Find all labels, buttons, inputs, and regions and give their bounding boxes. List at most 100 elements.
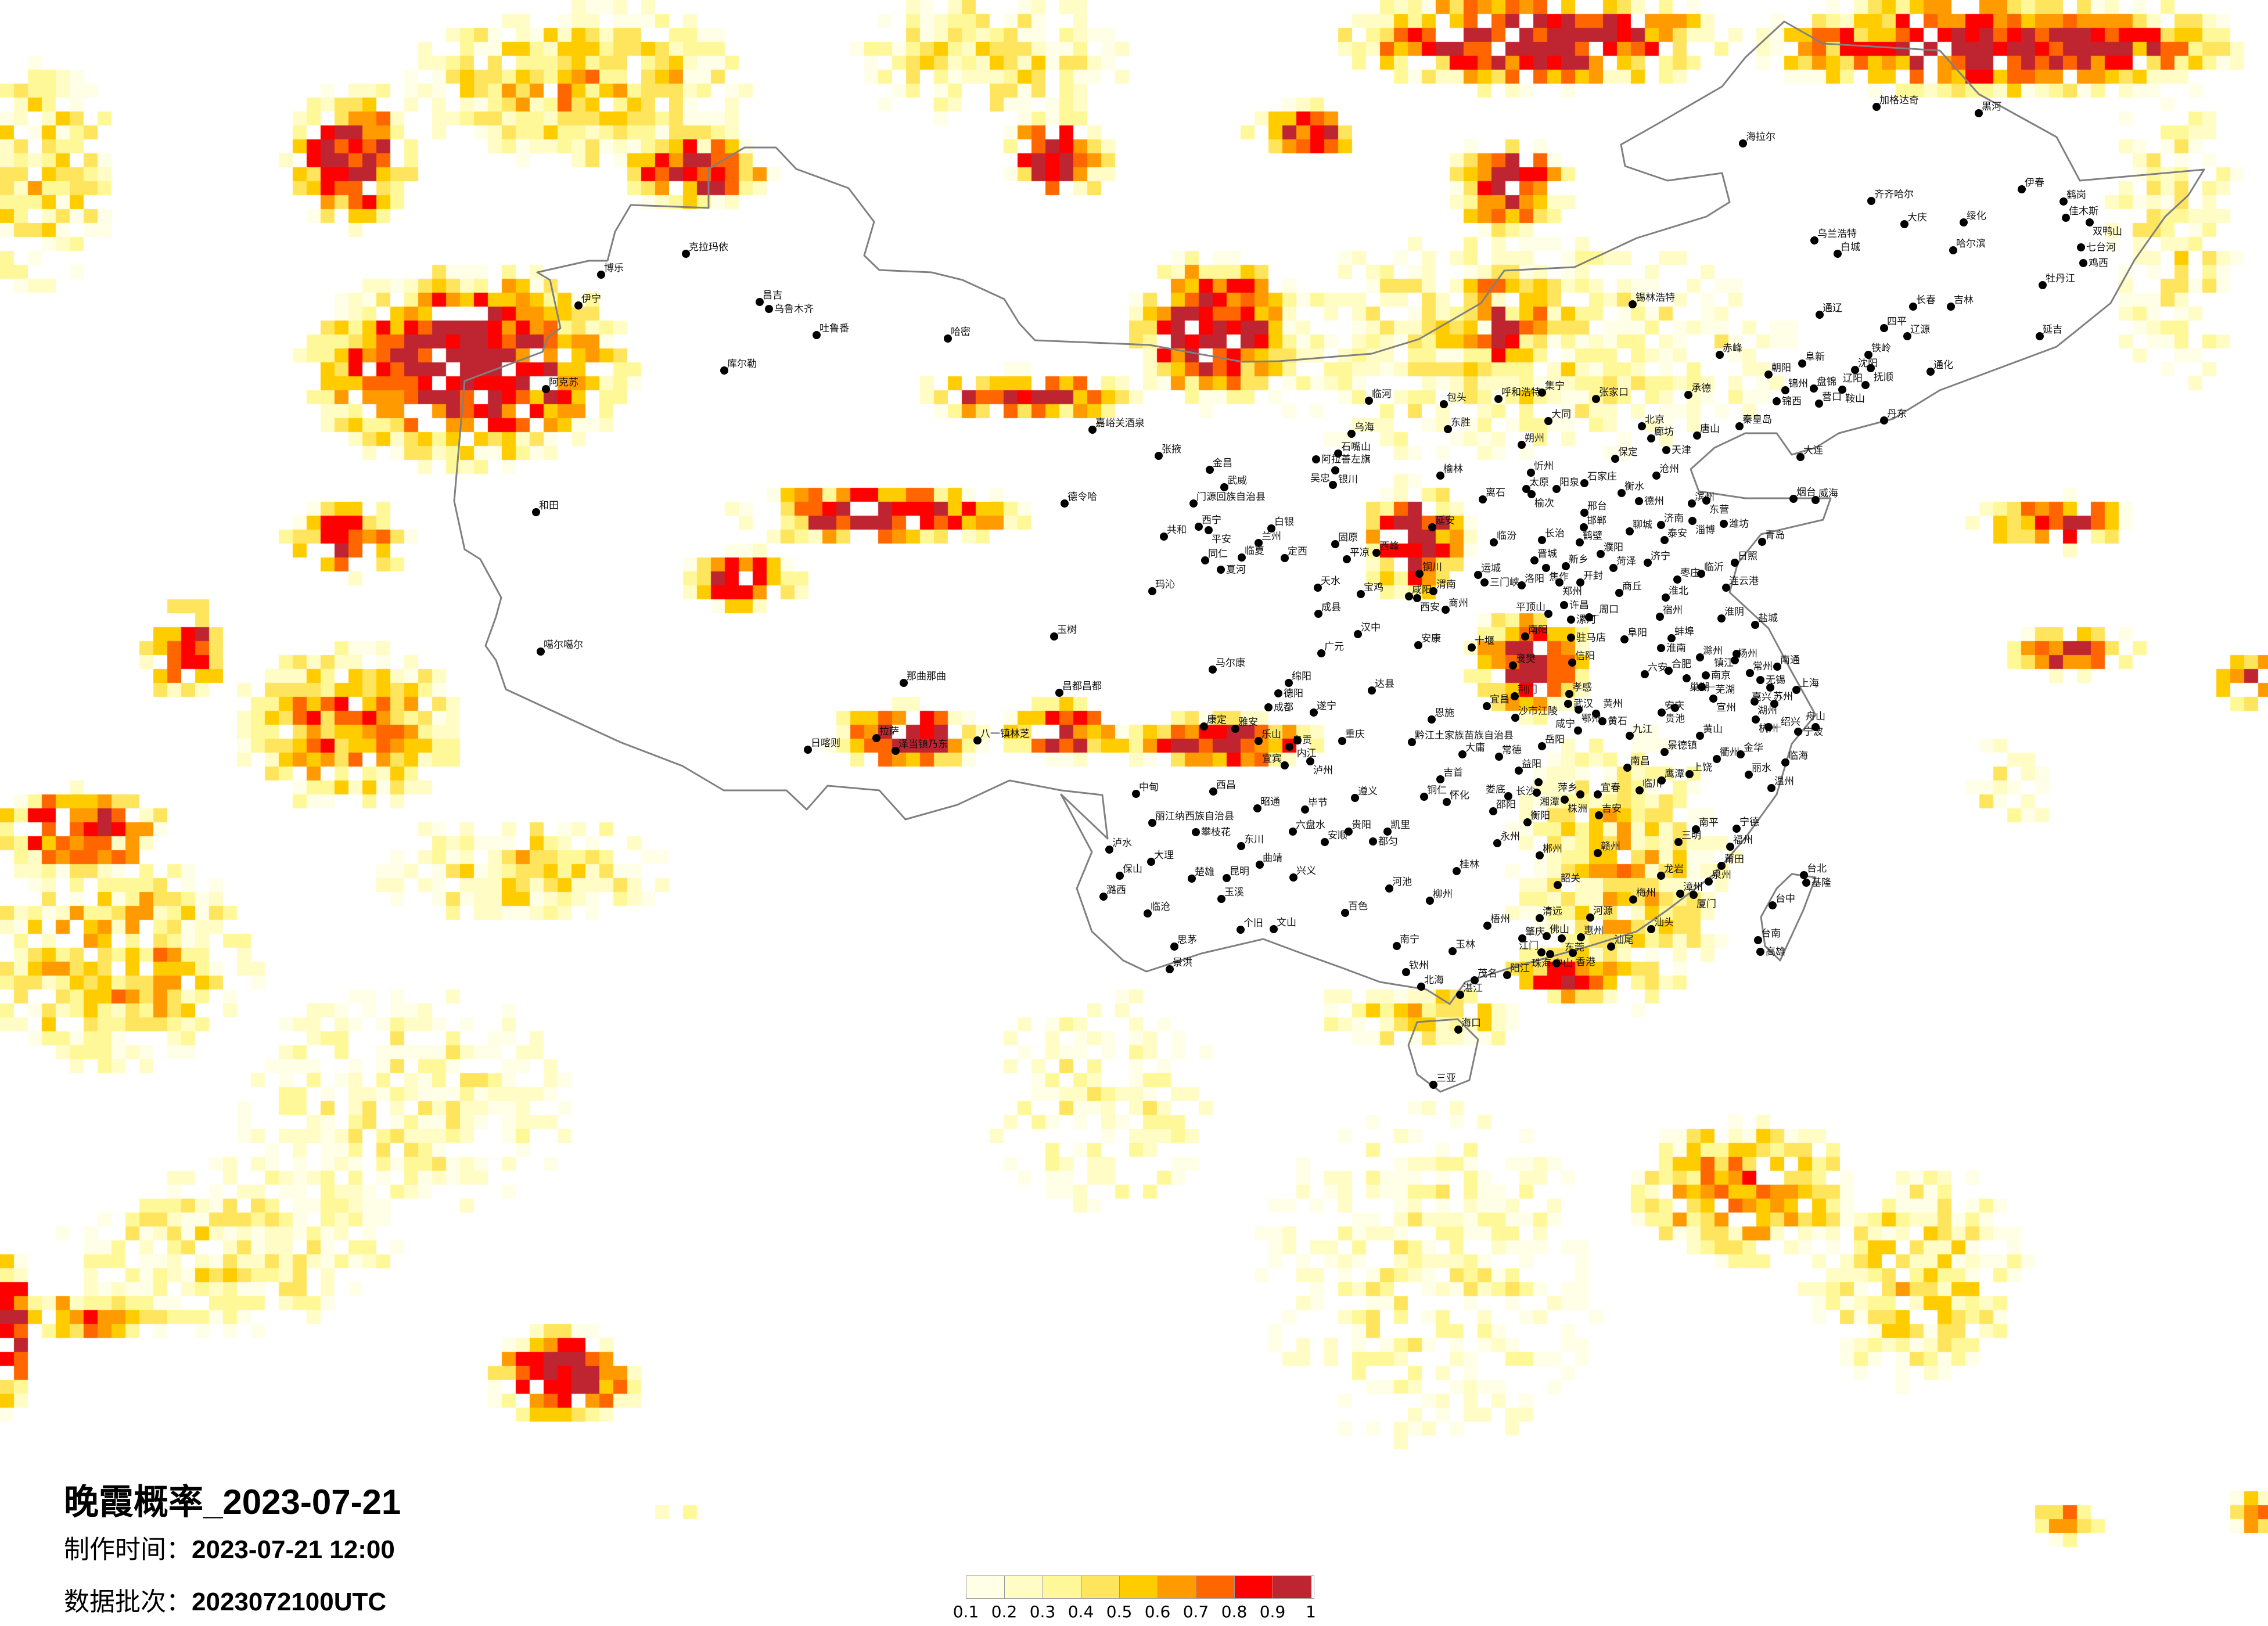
city-label: 攀枝花 [1201, 827, 1231, 839]
city-label: 包头 [1447, 392, 1467, 404]
city-label: 宜春 [1601, 782, 1620, 794]
city-label: 宜宾 [1262, 753, 1282, 765]
city-dot [1436, 472, 1444, 480]
city-marker: 共和 [1160, 524, 1187, 541]
city-dot [1673, 575, 1681, 584]
city-dot [1810, 236, 1818, 244]
city-marker: 青岛 [1758, 530, 1785, 546]
city-dot [597, 271, 605, 279]
city-dot [1341, 909, 1349, 917]
city-label: 娄底 [1486, 784, 1505, 796]
city-dot [1546, 950, 1554, 958]
city-marker: 玉树 [1050, 624, 1077, 641]
city-marker: 周口 [1585, 604, 1619, 621]
city-marker: 四平 [1880, 316, 1907, 332]
city-marker: 大同 [1544, 409, 1571, 425]
city-label: 萍乡 [1558, 782, 1577, 794]
city-marker: 大理 [1147, 850, 1174, 866]
city-marker: 吉安 [1595, 803, 1622, 819]
city-dot [1802, 879, 1810, 887]
city-dot [1534, 778, 1543, 786]
city-label: 潞西 [1106, 884, 1126, 896]
city-marker: 襄樊 [1509, 653, 1536, 670]
city-marker: 德州 [1635, 496, 1664, 508]
city-marker: 鹤岗 [2059, 189, 2086, 206]
city-dot [1289, 873, 1297, 882]
city-marker: 日喀则 [804, 738, 840, 754]
city-dot [1155, 452, 1163, 460]
city-dot [1767, 784, 1775, 792]
city-label: 阳江 [1510, 963, 1530, 974]
city-dot [1518, 934, 1526, 942]
city-marker: 石嘴山 [1334, 441, 1371, 458]
production-time-label: 制作时间： [64, 1535, 192, 1564]
city-marker: 淄博 [1688, 517, 1715, 536]
city-dot [1231, 725, 1239, 733]
city-marker: 阿拉善左旗 [1312, 454, 1371, 466]
city-marker: 承德 [1684, 383, 1711, 399]
city-dot [532, 508, 540, 516]
city-label: 枣庄 [1680, 567, 1700, 579]
city-label: 长春 [1916, 294, 1936, 306]
city-dot [1735, 422, 1744, 430]
city-label: 钦州 [1409, 960, 1429, 972]
city-dot [1641, 670, 1649, 678]
city-marker: 贵阳 [1345, 819, 1371, 836]
city-marker: 株洲 [1561, 796, 1587, 815]
city-dot [1565, 690, 1573, 698]
city-label: 东营 [1709, 504, 1729, 516]
city-label: 南宁 [1400, 934, 1419, 945]
city-dot [1061, 499, 1069, 508]
legend-swatch [1005, 1576, 1043, 1598]
city-dot [1635, 497, 1643, 505]
city-label: 德阳 [1284, 688, 1303, 700]
city-marker: 兰州 [1255, 531, 1281, 547]
city-label: 德令哈 [1067, 491, 1097, 503]
city-label: 铜仁 [1427, 785, 1447, 796]
city-dot [1480, 578, 1489, 587]
city-label: 恩施 [1435, 707, 1454, 719]
city-dot [1170, 942, 1178, 951]
city-label: 长沙 [1516, 786, 1536, 797]
city-dot [1647, 434, 1655, 443]
city-marker: 淮阴 [1717, 606, 1744, 623]
legend-tick: 0.8 [1221, 1602, 1248, 1621]
city-dot [1365, 397, 1373, 405]
city-marker: 毕节 [1301, 797, 1328, 814]
city-dot [1351, 794, 1359, 802]
city-marker: 八一镇林芝 [973, 728, 1030, 744]
city-marker: 苏州 [1766, 684, 1793, 703]
city-dot [1385, 884, 1393, 893]
city-dot [1717, 614, 1726, 623]
city-dot [1345, 828, 1353, 836]
city-dot [1598, 717, 1606, 725]
city-label: 南平 [1699, 817, 1719, 829]
city-marker: 福州 [1726, 834, 1753, 851]
city-label: 菏泽 [1616, 556, 1636, 567]
city-dot [1662, 593, 1670, 602]
city-label: 西宁 [1202, 515, 1221, 526]
city-label: 黄州 [1603, 699, 1623, 710]
city-dot [1745, 771, 1753, 779]
city-dot [1909, 303, 1917, 311]
city-marker: 岳阳 [1538, 734, 1565, 750]
city-dot [1495, 753, 1503, 761]
city-marker: 哈尔滨 [1949, 238, 1986, 254]
city-label: 绥化 [1967, 210, 1986, 222]
city-dot [1685, 770, 1694, 778]
city-label: 银川 [1338, 474, 1358, 485]
city-label: 湘潭 [1540, 796, 1559, 808]
city-marker: 荆门 [1511, 684, 1537, 700]
city-label: 舟山 [1806, 711, 1825, 722]
city-label: 文山 [1277, 917, 1296, 929]
city-marker: 香港 [1569, 949, 1595, 968]
city-dot [1702, 497, 1710, 505]
city-label: 吉首 [1443, 767, 1463, 779]
city-label: 黄山 [1703, 724, 1723, 735]
city-marker: 汕头 [1647, 917, 1674, 933]
city-dot [1444, 425, 1452, 433]
city-dot [1562, 562, 1570, 570]
city-marker: 济南 [1657, 513, 1684, 529]
city-dot [1148, 819, 1156, 827]
city-dot [1688, 499, 1696, 508]
